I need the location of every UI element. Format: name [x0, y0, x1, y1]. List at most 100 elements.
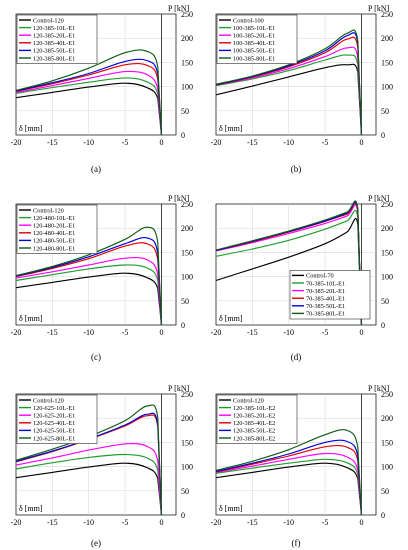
series-line-120-385-40L-E1	[15, 62, 163, 136]
y-tick-label: 50	[181, 107, 189, 116]
y-axis-label: P [kN]	[168, 384, 190, 393]
panel-label: (e)	[91, 538, 101, 548]
y-tick-label: 0	[181, 131, 185, 140]
y-tick-label: 0	[381, 131, 385, 140]
series-line-120-480-10L-E1	[15, 264, 163, 326]
series-line-100-385-80L-E1	[215, 29, 363, 136]
legend-entry: 120-625-40L-E1	[33, 420, 75, 427]
series-line-120-385-20L-E2	[215, 452, 363, 516]
legend-entry: Control-70	[306, 273, 334, 280]
y-axis-label: P [kN]	[368, 4, 390, 13]
legend-entry: 120-480-50L-E1	[33, 238, 75, 245]
x-tick-label: -5	[322, 518, 329, 527]
x-tick-label: -20	[211, 328, 222, 337]
legend-box	[16, 394, 98, 444]
x-axis-label: δ [mm]	[19, 124, 43, 133]
y-tick-label: 100	[181, 83, 193, 92]
series-line-120-625-50L-E1	[15, 412, 163, 516]
series-line-70-385-20L-E1	[215, 204, 363, 326]
chart-panel-1: 0 50 100 150 200 250 -20 -15 -10 -5 0 P [kN] δ [mm] C…	[11, 4, 193, 174]
y-tick-label: 0	[381, 511, 385, 520]
legend-entry: Control-100	[233, 17, 264, 24]
series-line-100-385-20L-E1	[215, 46, 363, 136]
x-tick-label: -15	[47, 328, 58, 337]
x-tick-label: -10	[283, 138, 294, 147]
legend-box	[16, 14, 98, 64]
legend-entry: 120-480-40L-E1	[33, 230, 75, 237]
panel-label: (c)	[91, 352, 101, 362]
legend-entry: 120-625-20L-E1	[33, 413, 75, 420]
legend-entry: 120-385-50L-E2	[233, 428, 275, 435]
x-tick-label: -15	[47, 138, 58, 147]
y-tick-label: 200	[181, 34, 193, 43]
y-tick-label: 50	[381, 107, 389, 116]
legend-entry: 120-385-80L-E1	[33, 55, 75, 62]
x-tick-label: 0	[159, 518, 163, 527]
y-tick-label: 200	[381, 414, 393, 423]
x-tick-label: -15	[247, 328, 258, 337]
series-line-Control-70	[215, 217, 363, 326]
x-axis-label: δ [mm]	[19, 504, 43, 513]
legend: Control-120120-625-10L-E1120-625-20L-E11…	[16, 394, 98, 444]
series-line-120-385-10L-E2	[215, 458, 363, 516]
series-line-Control-120	[215, 462, 363, 516]
x-tick-label: -5	[122, 518, 129, 527]
series-line-70-385-80L-E1	[215, 200, 363, 326]
legend: Control-120120-480-10L-E1120-480-20L-E11…	[16, 204, 98, 254]
x-axis-label: δ [mm]	[19, 314, 43, 323]
y-tick-label: 200	[181, 224, 193, 233]
legend: Control-120120-385-10L-E2120-385-20L-E21…	[216, 394, 298, 444]
chart-panel-2: 0 50 100 150 200 250 -20 -15 -10 -5 0 P [kN] δ [mm] C…	[211, 4, 393, 174]
series-line-120-480-40L-E1	[15, 242, 163, 326]
y-tick-label: 50	[381, 297, 389, 306]
x-axis-label: δ [mm]	[219, 314, 243, 323]
x-tick-label: -5	[122, 328, 129, 337]
x-tick-label: -10	[83, 518, 94, 527]
y-tick-label: 250	[181, 10, 193, 19]
chart-panel-6: 0 50 100 150 200 250 -20 -15 -10 -5 0 P [kN] δ [mm] C…	[211, 384, 393, 548]
legend-entry: Control-120	[233, 397, 264, 404]
y-tick-label: 100	[381, 83, 393, 92]
series-line-120-480-20L-E1	[15, 256, 163, 326]
legend: Control-7070-385-10L-E170-385-20L-E170-3…	[289, 270, 371, 320]
series-line-120-385-50L-E2	[215, 439, 363, 516]
y-tick-label: 150	[181, 248, 193, 257]
legend-entry: Control-120	[33, 207, 64, 214]
series-line-Control-120	[15, 82, 163, 136]
y-tick-label: 250	[381, 200, 393, 209]
series-line-120-385-40L-E2	[215, 445, 363, 516]
x-axis-label: δ [mm]	[219, 504, 243, 513]
x-tick-label: -20	[11, 518, 22, 527]
legend: Control-120120-385-10L-E1120-385-20L-E11…	[16, 14, 98, 64]
series-line-120-385-80L-E1	[15, 49, 163, 136]
y-tick-label: 250	[181, 200, 193, 209]
x-tick-label: 0	[359, 518, 363, 527]
legend-entry: 70-385-50L-E1	[306, 303, 345, 310]
y-tick-label: 150	[381, 58, 393, 67]
y-tick-label: 50	[181, 297, 189, 306]
y-tick-label: 0	[381, 321, 385, 330]
x-tick-label: -15	[247, 518, 258, 527]
x-tick-label: -20	[11, 138, 22, 147]
legend-box	[289, 270, 371, 320]
legend-entry: 120-625-10L-E1	[33, 405, 75, 412]
legend-entry: 70-385-40L-E1	[306, 296, 345, 303]
y-axis-label: P [kN]	[368, 194, 390, 203]
x-tick-label: 0	[359, 138, 363, 147]
series-line-Control-100	[215, 63, 363, 136]
y-tick-label: 200	[381, 34, 393, 43]
x-tick-label: -5	[122, 138, 129, 147]
chart-panel-4: 0 50 100 150 200 250 -20 -15 -10 -5 0 P [kN] δ [mm] C…	[211, 194, 393, 362]
y-tick-label: 50	[181, 487, 189, 496]
legend: Control-100100-385-10L-E1100-385-20L-E11…	[216, 14, 298, 64]
y-tick-label: 150	[381, 248, 393, 257]
legend-entry: Control-120	[33, 17, 64, 24]
series-line-120-385-50L-E1	[15, 58, 163, 136]
series-line-120-480-50L-E1	[15, 236, 163, 326]
y-tick-label: 250	[181, 390, 193, 399]
series-line-120-625-80L-E1	[15, 404, 163, 516]
x-tick-label: 0	[359, 328, 363, 337]
legend-entry: Control-120	[33, 397, 64, 404]
series-line-120-625-20L-E1	[15, 442, 163, 516]
legend-entry: 120-385-50L-E1	[33, 48, 75, 55]
